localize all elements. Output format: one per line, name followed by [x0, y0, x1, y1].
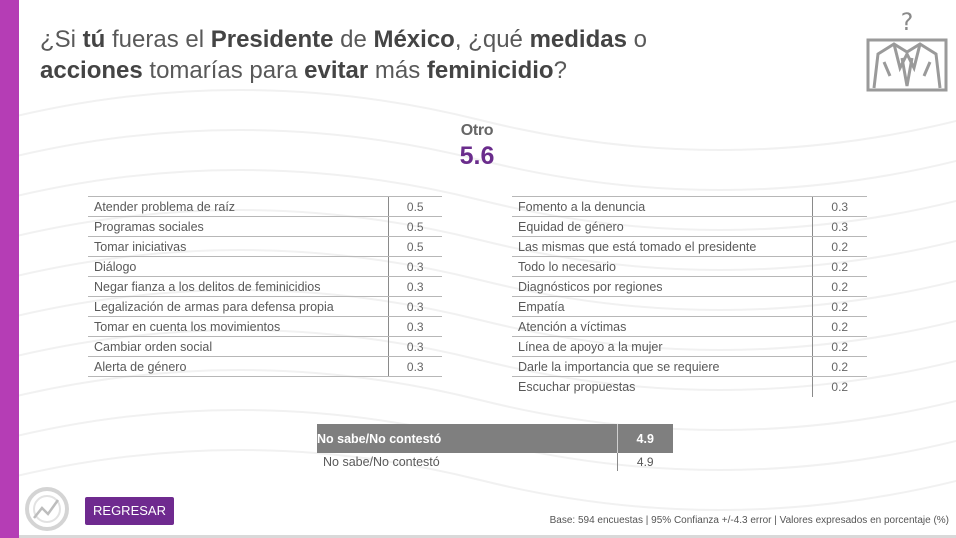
title-text: de [333, 26, 374, 53]
response-value: 0.3 [387, 356, 442, 377]
no-sabe-row-label: No sabe/No contestó [323, 455, 440, 469]
brand-circle-icon [25, 487, 69, 531]
title-text: más [368, 57, 427, 84]
accent-sidebar [0, 0, 19, 538]
response-value: 0.3 [811, 196, 867, 217]
title-text: tomarías para [142, 57, 305, 84]
response-label: Escuchar propuestas [518, 379, 636, 394]
no-sabe-table: No sabe/No contestó 4.9 No sabe/No conte… [317, 424, 673, 471]
title-emphasis: México [373, 26, 455, 53]
regresar-button[interactable]: REGRESAR [85, 497, 174, 525]
response-label: Empatía [512, 296, 812, 317]
response-value: 0.2 [811, 336, 867, 357]
response-label: Negar fianza a los delitos de feminicidi… [88, 276, 388, 297]
response-value: 0.2 [811, 296, 867, 317]
table-row: Equidad de género 0.3 [512, 216, 867, 237]
no-sabe-row: No sabe/No contestó 4.9 [317, 453, 673, 471]
title-line-2: acciones tomarías para evitar más femini… [40, 55, 800, 86]
no-sabe-header-row: No sabe/No contestó 4.9 [317, 424, 673, 453]
table-row: Programas sociales 0.5 [88, 216, 442, 237]
title-text: ? [553, 57, 567, 84]
otro-value: 5.6 [459, 142, 495, 170]
table-row: Fomento a la denuncia 0.3 [512, 196, 867, 217]
otro-summary: Otro 5.6 [437, 122, 517, 171]
response-value: 0.2 [811, 356, 867, 377]
response-label: Línea de apoyo a la mujer [512, 336, 812, 357]
response-label: Equidad de género [512, 216, 812, 237]
table-row: Diálogo 0.3 [88, 256, 442, 277]
response-label: Programas sociales [88, 216, 388, 237]
table-row: Línea de apoyo a la mujer 0.2 [512, 336, 867, 357]
response-value: 0.3 [811, 216, 867, 237]
response-label: Atender problema de raíz [88, 196, 388, 217]
response-label: Darle la importancia que se requiere [512, 356, 812, 377]
no-sabe-header-value: 4.9 [616, 424, 673, 453]
table-row: Negar fianza a los delitos de feminicidi… [88, 276, 442, 297]
table-row: Cambiar orden social 0.3 [88, 336, 442, 357]
table-row: Empatía 0.2 [512, 296, 867, 317]
title-emphasis: acciones [40, 57, 143, 84]
table-row: Atender problema de raíz 0.5 [88, 196, 442, 217]
response-value: 0.5 [387, 236, 442, 257]
table-row: Diagnósticos por regiones 0.2 [512, 276, 867, 297]
response-value: 0.3 [387, 296, 442, 317]
title-text: , ¿qué [454, 26, 530, 53]
otro-label: Otro [460, 122, 494, 139]
response-value: 0.3 [387, 336, 442, 357]
response-value: 0.3 [387, 256, 442, 277]
response-value: 0.3 [387, 316, 442, 337]
title-emphasis: feminicidio [426, 57, 554, 84]
table-row: Alerta de género 0.3 [88, 356, 442, 377]
table-row: Darle la importancia que se requiere 0.2 [512, 356, 867, 377]
response-label: Fomento a la denuncia [512, 196, 812, 217]
title-emphasis: Presidente [210, 26, 334, 53]
title-emphasis: tú [82, 26, 106, 53]
no-sabe-header-label: No sabe/No contestó [317, 424, 617, 453]
table-row: Tomar iniciativas 0.5 [88, 236, 442, 257]
table-row: Atención a víctimas 0.2 [512, 316, 867, 337]
no-sabe-row-value: 4.9 [616, 453, 673, 471]
bottom-divider [19, 535, 956, 538]
response-label: Tomar en cuenta los movimientos [88, 316, 388, 337]
response-label: Las mismas que está tomado el presidente [512, 236, 812, 257]
logo-question-mark: ? [901, 8, 914, 36]
title-emphasis: evitar [304, 57, 369, 84]
title-text: fueras el [105, 26, 211, 53]
response-value: 0.2 [811, 256, 867, 277]
title-text: o [626, 26, 647, 53]
response-label: Diálogo [88, 256, 388, 277]
response-label: Legalización de armas para defensa propi… [88, 296, 388, 317]
response-value: 0.5 [387, 216, 442, 237]
table-row: Tomar en cuenta los movimientos 0.3 [88, 316, 442, 337]
page-title: ¿Si tú fueras el Presidente de México, ¿… [40, 24, 800, 86]
table-row: Las mismas que está tomado el presidente… [512, 236, 867, 257]
response-value: 0.5 [387, 196, 442, 217]
response-value: 0.2 [811, 316, 867, 337]
response-label: Diagnósticos por regiones [512, 276, 812, 297]
response-value: 0.2 [811, 276, 867, 297]
title-text: ¿Si [40, 26, 83, 53]
responses-table-right: Fomento a la denuncia 0.3 Equidad de géner… [512, 196, 867, 397]
response-value: 0.2 [811, 376, 867, 397]
response-label: Cambiar orden social [88, 336, 388, 357]
table-row: Escuchar propuestas 0.2 [512, 376, 867, 397]
response-label: Atención a víctimas [512, 316, 812, 337]
footer-note: Base: 594 encuestas | 95% Confianza +/-4… [549, 515, 949, 526]
response-label: Todo lo necesario [512, 256, 812, 277]
response-label: Tomar iniciativas [88, 236, 388, 257]
title-line-1: ¿Si tú fueras el Presidente de México, ¿… [40, 24, 800, 55]
table-row: Legalización de armas para defensa propi… [88, 296, 442, 317]
response-value: 0.3 [387, 276, 442, 297]
response-label: Alerta de género [88, 356, 388, 377]
response-value: 0.2 [811, 236, 867, 257]
table-row: Todo lo necesario 0.2 [512, 256, 867, 277]
question-suit-icon: ? [866, 8, 948, 92]
title-emphasis: medidas [529, 26, 627, 53]
responses-table-left: Atender problema de raíz 0.5 Programas soc… [88, 196, 442, 377]
